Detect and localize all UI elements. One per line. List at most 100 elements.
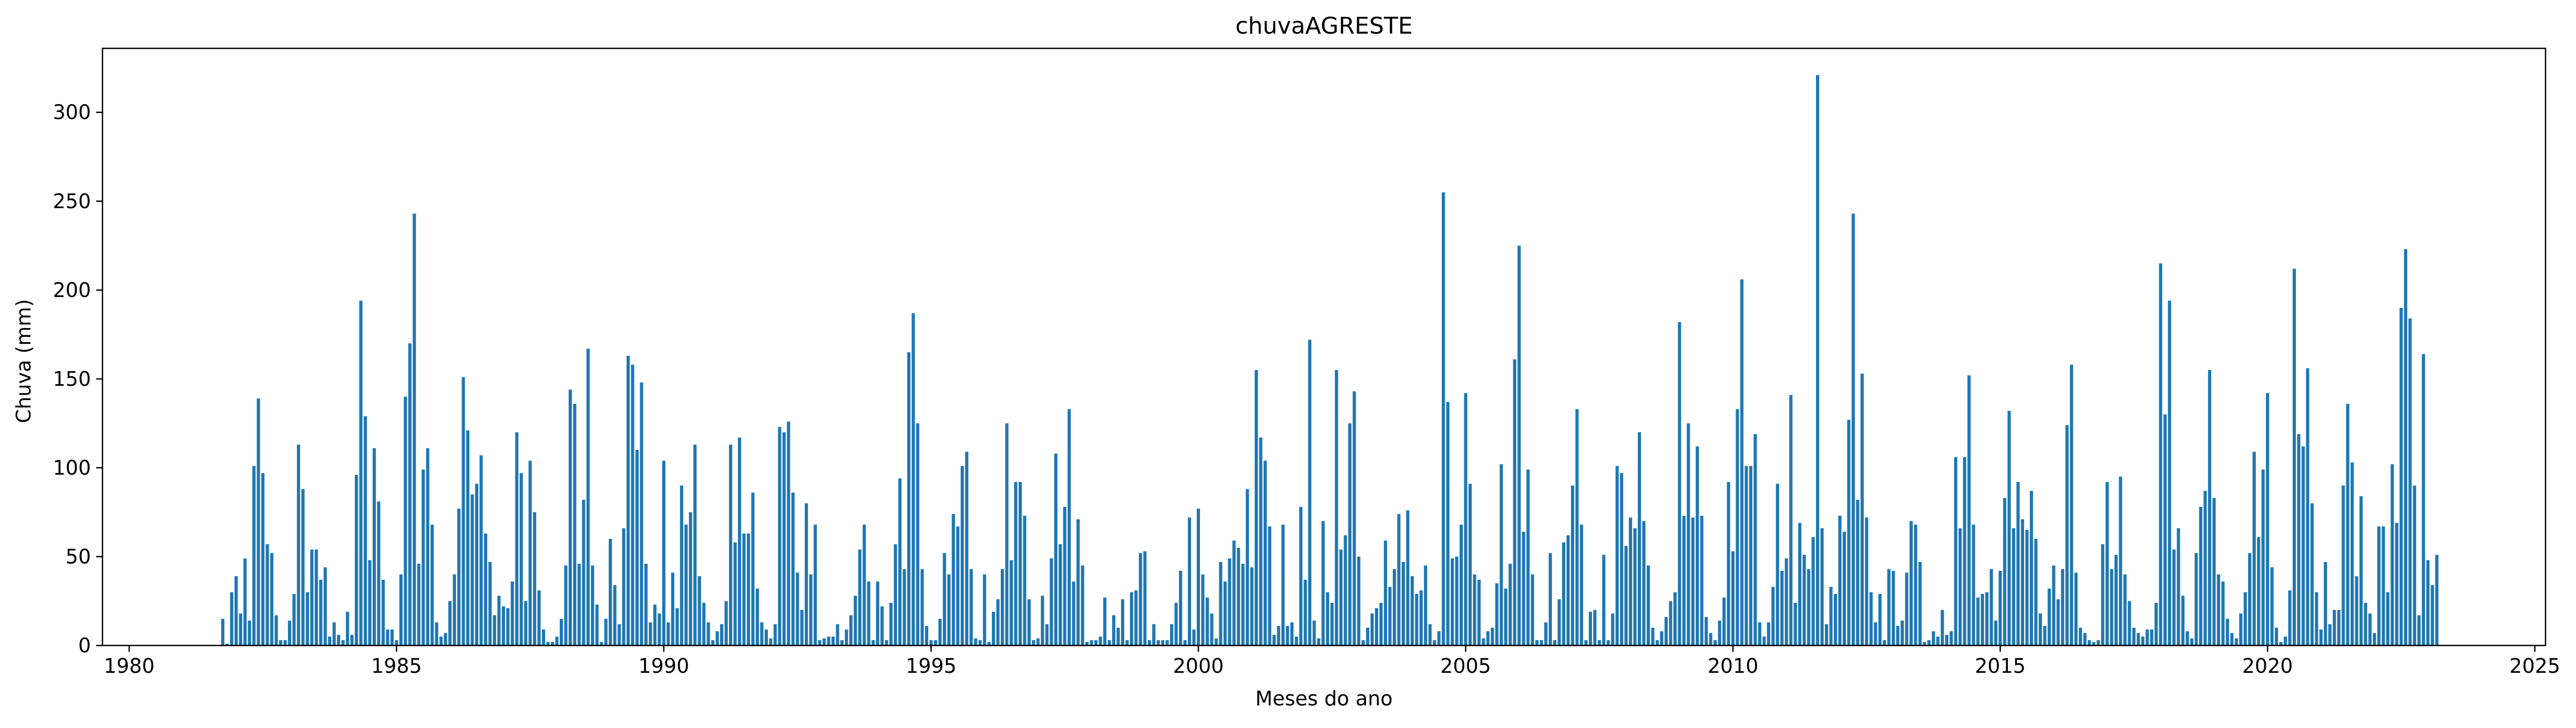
bar [1727,481,1730,645]
bar [876,581,879,645]
bar [885,640,888,645]
bar [1134,590,1138,645]
bar [1700,516,1703,645]
bar [1985,592,1989,645]
axes-layer: 1980 1985 1990 1995 2000 2005 2010 2015 2020 2025… [53,47,2560,678]
bar [2315,592,2318,645]
bar [515,432,519,645]
bar [1736,409,1739,645]
bar [1419,590,1423,645]
bar [706,622,710,645]
bar [310,549,314,645]
bar [1085,642,1089,645]
bar [1811,537,1815,645]
bar [622,528,625,645]
bar [1014,481,1018,645]
x-tick-label: 2005 [1440,654,1491,678]
bar [742,534,746,645]
bar [1932,631,1935,645]
bar [1482,638,1485,645]
bar [1896,626,1900,645]
bar [1187,517,1192,645]
bar [2083,633,2087,645]
bar [969,569,973,645]
bar [755,588,759,645]
bar [2128,601,2131,645]
bar [800,610,804,645]
bar [2074,572,2078,645]
bar [542,629,546,645]
bar [225,643,229,645]
plot-frame [101,47,2547,647]
bar [1784,558,1788,645]
bar [2190,638,2194,645]
x-tick-label: 2010 [1708,654,1759,678]
bar [2181,596,2185,645]
bar [1842,531,1846,645]
bar [1147,640,1151,645]
bar [1860,373,1864,645]
bar [1161,640,1165,645]
bar [1125,640,1129,645]
bar [662,460,665,645]
bar [1740,279,1744,645]
bar [1615,466,1619,645]
bar [501,606,505,645]
bar [2216,574,2220,645]
bar [314,549,318,645]
bar [974,638,978,645]
bar [1638,432,1641,645]
bar [1901,620,1904,645]
bar [1847,419,1851,645]
bar [564,565,568,645]
bar [653,604,657,645]
bar [1713,640,1717,645]
bar [2159,263,2162,646]
bar [1464,393,1467,645]
bar [234,576,238,645]
bar [1063,507,1066,645]
bar [439,637,443,645]
bar [1023,516,1027,645]
bar [283,640,287,645]
bar [2185,631,2189,645]
bar [381,579,385,645]
bar [1927,640,1931,645]
y-tick-label: 0 [78,634,91,657]
bar [894,544,897,645]
bar [524,601,528,645]
bar [2261,469,2265,645]
bar [1317,638,1320,645]
bar [1299,507,1302,645]
bar [933,640,937,645]
bar [2270,567,2274,645]
bar [791,493,795,645]
bar [1548,553,1552,645]
bar [1232,540,1236,645]
bar [2034,539,2038,645]
bar [671,572,674,645]
bar [1508,563,1512,645]
bar [737,437,742,645]
bar [1642,521,1646,645]
bar [1059,544,1062,645]
bar [983,574,987,645]
bar [1250,567,1254,645]
bar [448,601,452,645]
y-tick-label: 50 [66,545,91,568]
bar [1486,631,1490,645]
bar [319,579,323,645]
bar [1241,563,1245,645]
bar [1214,638,1218,645]
bar [1491,628,1494,645]
bar [2351,462,2354,645]
bar [1669,601,1672,645]
bar [1883,640,1886,645]
bar [2225,619,2229,645]
bar [1290,622,1294,645]
bar [1237,548,1240,645]
bar [1762,637,1766,645]
bar [1655,640,1659,645]
bar [1192,629,1196,645]
bar [1268,526,1271,645]
